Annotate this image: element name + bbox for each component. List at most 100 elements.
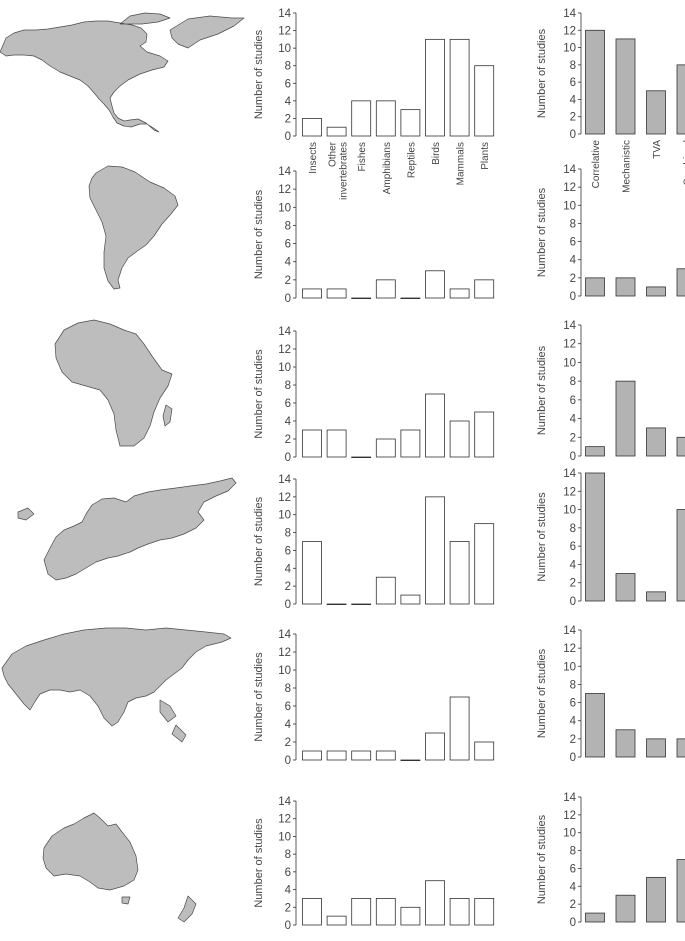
method-r2-bar: [616, 278, 635, 296]
taxa-r4-y-tick-label: 14: [278, 474, 291, 486]
method-r1-y-tick-label: 10: [563, 43, 576, 55]
taxa-r4-bar: [327, 604, 346, 605]
taxa-r1-y-tick-label: 4: [285, 96, 292, 108]
taxa-r6-bar: [303, 898, 322, 925]
taxa-r5-bar: [352, 751, 371, 760]
taxa-r1-bar: [327, 127, 346, 136]
taxa-r5-bar: [376, 751, 395, 760]
method-r5-y-tick-label: 4: [570, 716, 577, 728]
taxa-r2-bar: [376, 280, 395, 298]
method-r6-y-tick-label: 14: [563, 792, 576, 804]
taxa-r1-category-label: Reptiles: [406, 142, 417, 178]
taxa-r6-y-tick-label: 14: [278, 796, 291, 808]
taxa-r5-bar: [303, 751, 322, 760]
europe-map-icon: [18, 478, 236, 580]
method-r2-y-tick-label: 14: [563, 164, 576, 176]
taxa-r6-bar: [450, 898, 469, 925]
taxa-r3-bar: [401, 430, 420, 457]
taxa-r3-bar: [426, 394, 445, 457]
method-r2-y-axis-label: Number of studies: [536, 187, 548, 277]
method-r1-category-label: Correlative: [591, 140, 602, 189]
method-r6-y-tick-label: 10: [563, 828, 576, 840]
south-america-map-icon: [89, 166, 178, 289]
taxa-r3-y-tick-label: 12: [278, 344, 291, 356]
taxa-r3-bar: [475, 412, 494, 457]
method-r1-y-tick-label: 8: [570, 60, 576, 72]
taxa-r6-y-tick-label: 10: [278, 831, 291, 843]
method-r1-bar: [616, 39, 635, 134]
taxa-r2-y-tick-label: 8: [285, 220, 291, 232]
taxa-r5-y-axis-label: Number of studies: [253, 652, 265, 742]
taxa-r4-y-tick-label: 6: [285, 545, 291, 557]
taxa-r4-y-tick-label: 4: [285, 563, 292, 575]
taxa-r2-y-tick-label: 10: [278, 202, 291, 214]
method-r4-y-tick-label: 14: [563, 468, 576, 480]
taxa-r4-bar: [426, 497, 445, 604]
taxa-r1-category-label: Birds: [431, 142, 442, 165]
taxa-r1-bar: [475, 66, 494, 136]
taxa-r6-y-tick-label: 0: [285, 920, 291, 932]
method-r1-y-tick-label: 6: [570, 77, 576, 89]
method-r6-y-axis-label: Number of studies: [536, 814, 548, 904]
taxa-r5-y-tick-label: 4: [285, 719, 292, 731]
method-r5-y-axis-label: Number of studies: [536, 648, 548, 738]
method-r1-bar: [677, 65, 685, 134]
method-r4-y-axis-label: Number of studies: [536, 492, 548, 582]
taxa-r1-bar: [426, 39, 445, 136]
taxa-r5-y-tick-label: 0: [285, 755, 291, 767]
taxa-r1-y-tick-label: 8: [285, 61, 291, 73]
method-r2-bar: [677, 269, 685, 296]
method-r1-y-tick-label: 12: [563, 25, 576, 37]
method-r1-bar: [647, 91, 666, 134]
taxa-r1-y-tick-label: 14: [278, 8, 291, 20]
method-r2-y-tick-label: 0: [570, 291, 576, 303]
taxa-r5-y-tick-label: 8: [285, 683, 291, 695]
method-r3-y-tick-label: 0: [570, 451, 576, 463]
taxa-r2-y-axis-label: Number of studies: [253, 189, 265, 279]
taxa-r6-y-tick-label: 12: [278, 814, 291, 826]
method-r6-bar: [586, 913, 605, 922]
taxa-r3-y-tick-label: 14: [278, 326, 291, 338]
taxa-r4-bar: [450, 542, 469, 605]
taxa-r4-bar: [376, 577, 395, 604]
method-r3-y-tick-label: 4: [570, 414, 577, 426]
method-r5-y-tick-label: 10: [563, 661, 576, 673]
method-r2-y-tick-label: 10: [563, 200, 576, 212]
taxa-r1-y-tick-label: 6: [285, 78, 291, 90]
method-r1-bar: [586, 30, 605, 134]
taxa-r3-bar: [352, 457, 371, 458]
taxa-r1-category-label: Fishes: [357, 142, 368, 171]
taxa-r4-bar: [475, 524, 494, 604]
method-r2-y-tick-label: 2: [570, 273, 576, 285]
method-r5-bar: [647, 739, 666, 757]
method-r5-y-tick-label: 6: [570, 698, 576, 710]
taxa-r6-y-tick-label: 6: [285, 867, 291, 879]
taxa-r6-bar: [426, 881, 445, 925]
method-r6-y-tick-label: 8: [570, 846, 576, 858]
method-r5-bar: [677, 739, 685, 757]
taxa-r3-y-axis-label: Number of studies: [253, 349, 265, 439]
taxa-r1-category-label: Mammals: [456, 142, 467, 185]
taxa-r6-bar: [327, 916, 346, 925]
taxa-r3-y-tick-label: 2: [285, 434, 291, 446]
method-r4-y-tick-label: 8: [570, 523, 576, 535]
taxa-r6-bar: [475, 898, 494, 925]
method-r3-bar: [647, 428, 666, 456]
taxa-r2-y-tick-label: 6: [285, 239, 291, 251]
taxa-r3-y-tick-label: 8: [285, 380, 291, 392]
taxa-r3-bar: [450, 421, 469, 457]
taxa-r2-bar: [303, 289, 322, 298]
method-r1-y-tick-label: 0: [570, 129, 576, 141]
method-r5-y-tick-label: 12: [563, 643, 576, 655]
taxa-r3-bar: [376, 439, 395, 457]
taxa-r6-bar: [352, 898, 371, 925]
taxa-r5-y-tick-label: 10: [278, 665, 291, 677]
taxa-r1-bar: [450, 39, 469, 136]
taxa-r5-bar: [450, 697, 469, 760]
taxa-r1-y-axis-label: Number of studies: [253, 29, 265, 119]
method-r4-y-tick-label: 2: [570, 578, 576, 590]
